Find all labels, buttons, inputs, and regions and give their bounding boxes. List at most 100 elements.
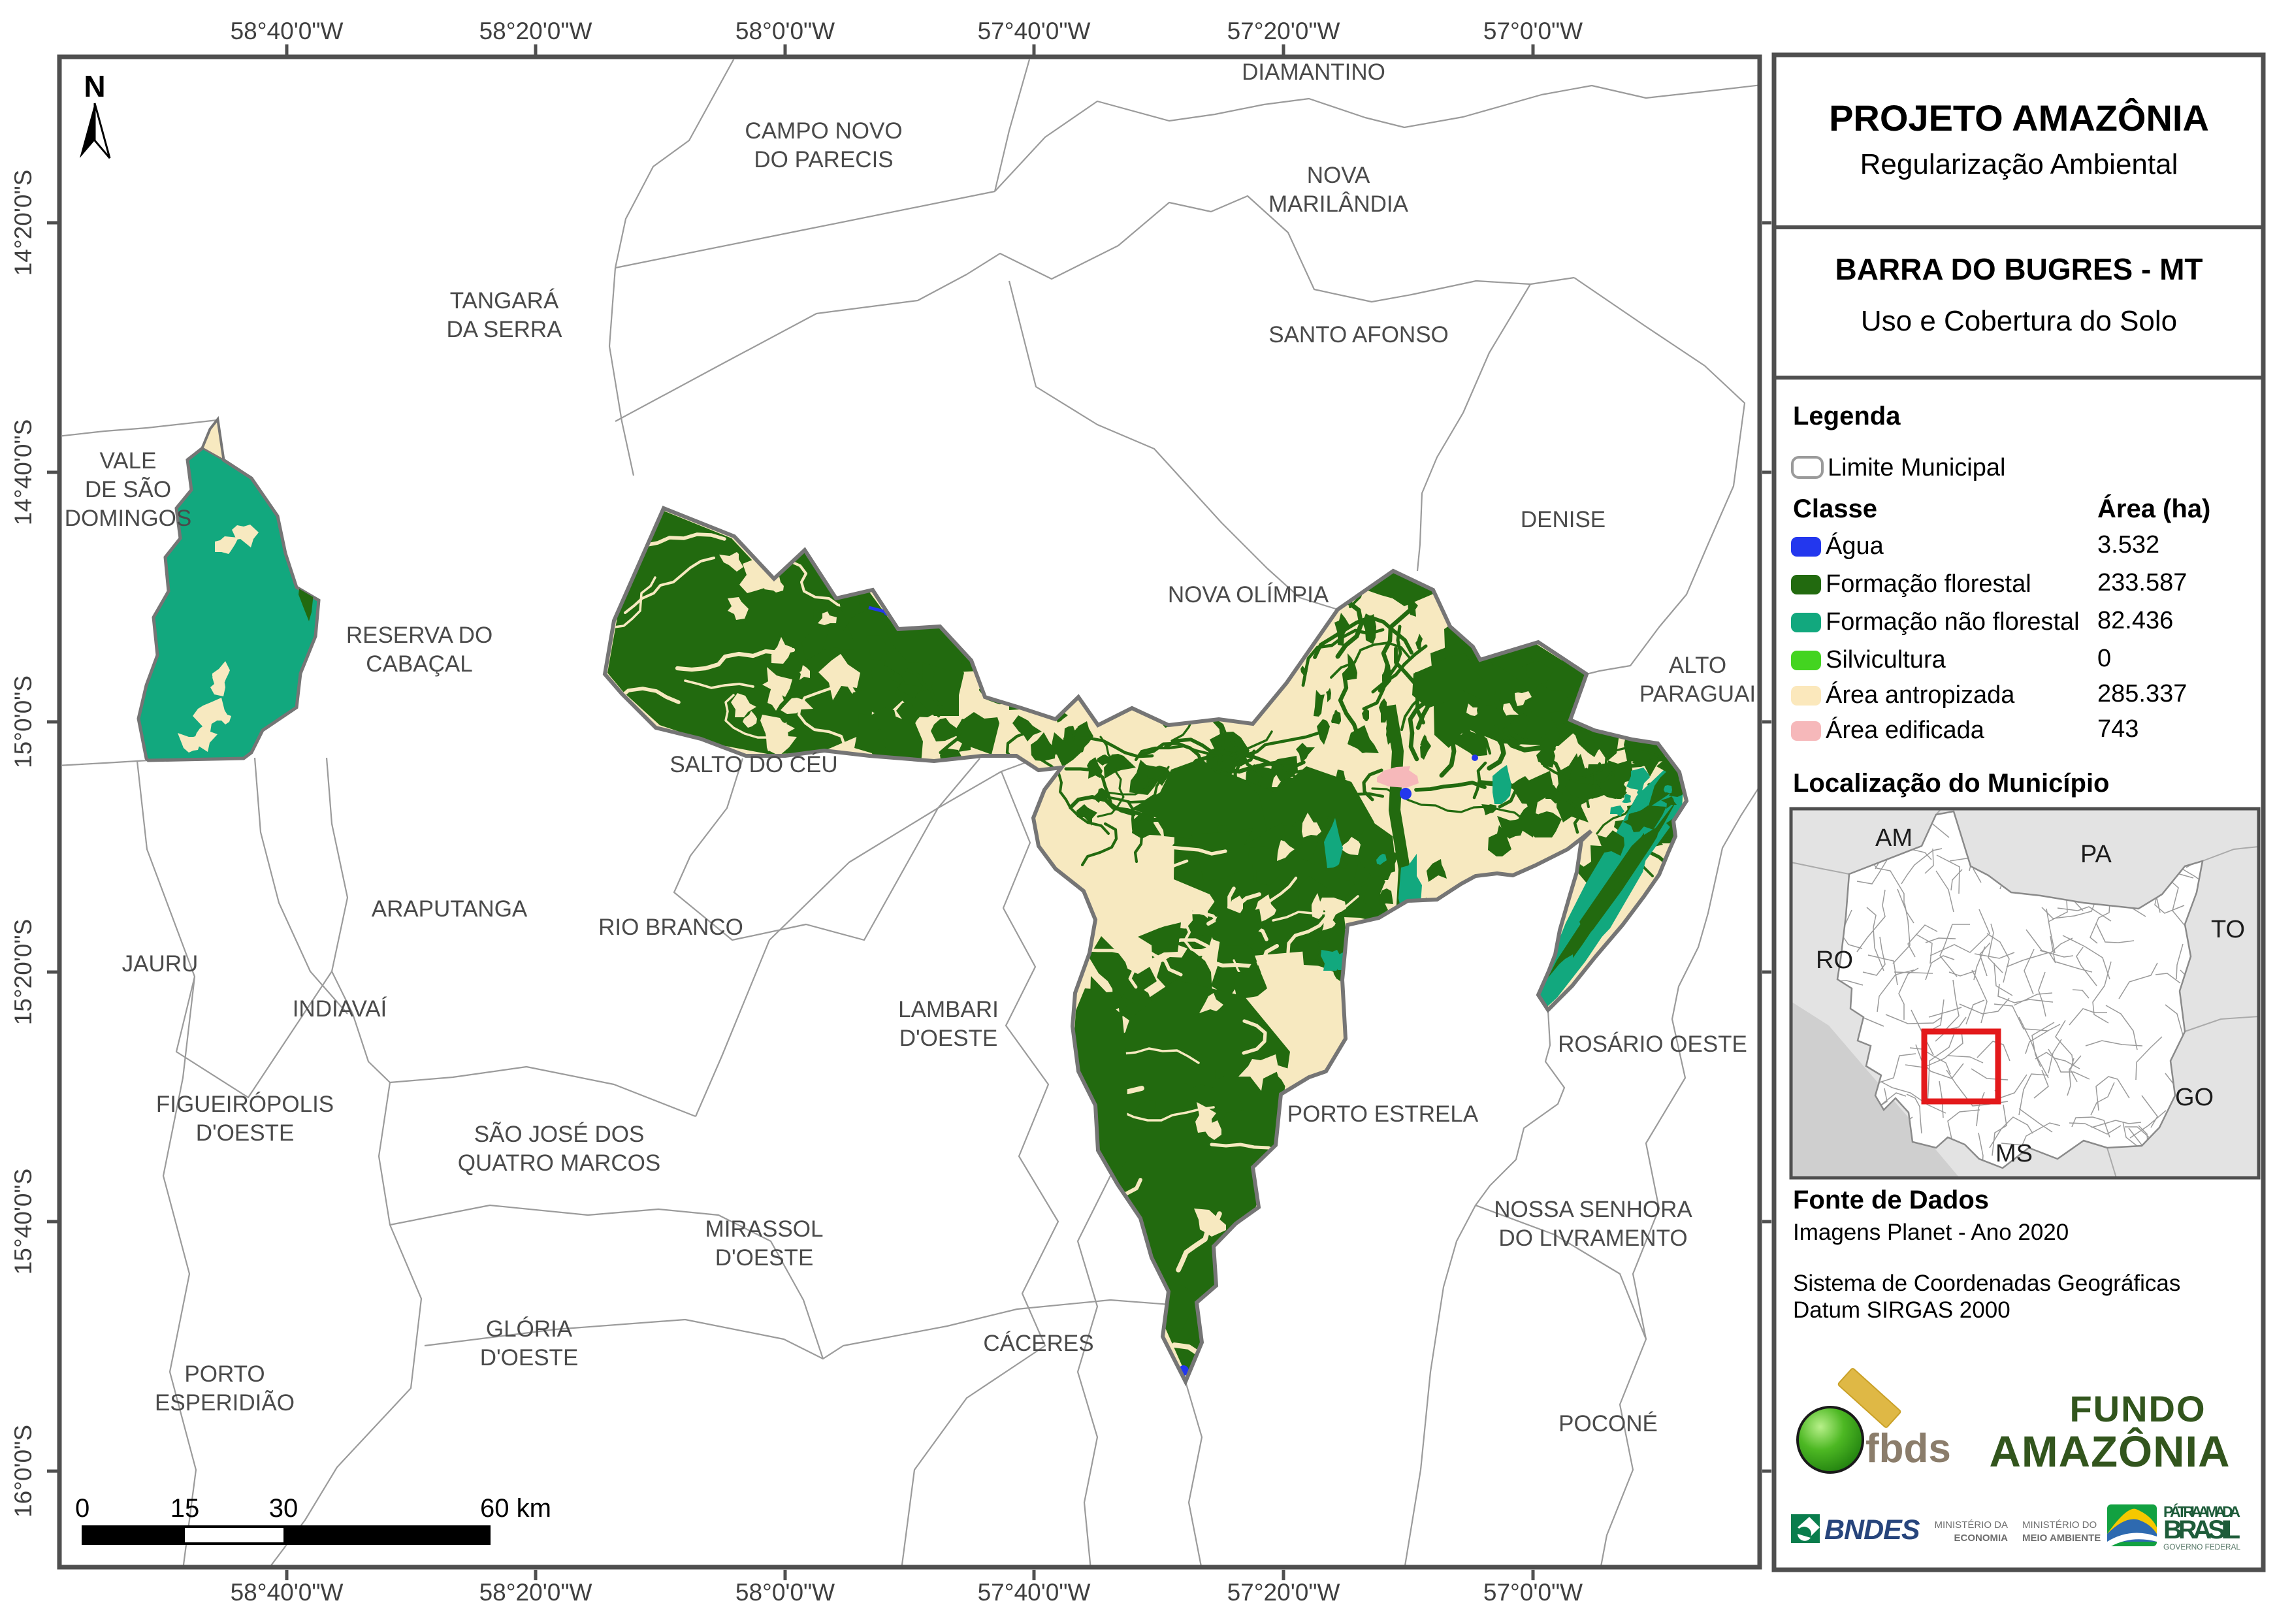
svg-text:0: 0 bbox=[75, 1494, 89, 1523]
svg-text:743: 743 bbox=[2097, 715, 2139, 743]
svg-text:Formação florestal: Formação florestal bbox=[1826, 570, 2031, 598]
svg-text:PORTO ESTRELA: PORTO ESTRELA bbox=[1287, 1101, 1479, 1127]
svg-text:DO PARECIS: DO PARECIS bbox=[754, 147, 893, 172]
svg-text:285.337: 285.337 bbox=[2097, 680, 2187, 707]
svg-text:FUNDO: FUNDO bbox=[2069, 1388, 2206, 1429]
svg-text:ESPERIDIÃO: ESPERIDIÃO bbox=[155, 1390, 295, 1416]
svg-text:RESERVA DO: RESERVA DO bbox=[346, 623, 492, 648]
svg-text:3.532: 3.532 bbox=[2097, 531, 2159, 559]
svg-text:Sistema de Coordenadas Geográf: Sistema de Coordenadas Geográficas bbox=[1793, 1271, 2180, 1296]
svg-text:15°20'0"S: 15°20'0"S bbox=[10, 919, 37, 1026]
svg-text:58°0'0"W: 58°0'0"W bbox=[735, 1579, 835, 1606]
svg-text:DENISE: DENISE bbox=[1521, 507, 1606, 532]
svg-text:GOVERNO FEDERAL: GOVERNO FEDERAL bbox=[2163, 1542, 2240, 1551]
svg-text:15: 15 bbox=[170, 1494, 200, 1523]
svg-text:FIGUEIRÓPOLIS: FIGUEIRÓPOLIS bbox=[156, 1092, 334, 1117]
svg-text:RO: RO bbox=[1816, 947, 1853, 974]
svg-text:PORTO: PORTO bbox=[184, 1361, 265, 1387]
svg-text:58°40'0"W: 58°40'0"W bbox=[231, 1579, 344, 1606]
svg-text:Fonte de Dados: Fonte de Dados bbox=[1793, 1186, 1989, 1214]
svg-text:CABAÇAL: CABAÇAL bbox=[366, 651, 472, 677]
svg-text:233.587: 233.587 bbox=[2097, 569, 2187, 596]
svg-text:Água: Água bbox=[1826, 532, 1884, 560]
svg-text:ALTO: ALTO bbox=[1669, 653, 1726, 678]
svg-text:NOVA OLÍMPIA: NOVA OLÍMPIA bbox=[1168, 582, 1329, 608]
svg-text:GLÓRIA: GLÓRIA bbox=[486, 1316, 573, 1342]
svg-text:BNDES: BNDES bbox=[1824, 1514, 1920, 1546]
svg-text:TANGARÁ: TANGARÁ bbox=[450, 288, 559, 314]
svg-text:POCONÉ: POCONÉ bbox=[1558, 1411, 1658, 1437]
svg-text:Área edificada: Área edificada bbox=[1826, 716, 1985, 744]
svg-text:MARILÂNDIA: MARILÂNDIA bbox=[1268, 191, 1409, 217]
svg-text:CÁCERES: CÁCERES bbox=[983, 1331, 1093, 1356]
svg-text:SALTO DO CÉU: SALTO DO CÉU bbox=[670, 752, 837, 777]
svg-text:57°0'0"W: 57°0'0"W bbox=[1483, 18, 1583, 44]
svg-text:JAURU: JAURU bbox=[122, 951, 199, 977]
svg-text:MEIO AMBIENTE: MEIO AMBIENTE bbox=[2022, 1533, 2101, 1544]
svg-text:ARAPUTANGA: ARAPUTANGA bbox=[372, 896, 528, 922]
svg-text:TO: TO bbox=[2211, 916, 2245, 943]
svg-text:INDIAVAÍ: INDIAVAÍ bbox=[293, 996, 387, 1022]
svg-text:DOMINGOS: DOMINGOS bbox=[65, 506, 191, 531]
svg-text:58°20'0"W: 58°20'0"W bbox=[479, 18, 592, 44]
svg-text:Área (ha): Área (ha) bbox=[2097, 494, 2210, 523]
svg-text:15°0'0"S: 15°0'0"S bbox=[10, 675, 37, 768]
svg-text:PARAGUAI: PARAGUAI bbox=[1639, 681, 1756, 707]
svg-text:57°0'0"W: 57°0'0"W bbox=[1483, 1579, 1583, 1606]
svg-text:0: 0 bbox=[2097, 645, 2111, 672]
svg-text:Datum SIRGAS 2000: Datum SIRGAS 2000 bbox=[1793, 1297, 2010, 1323]
svg-text:57°40'0"W: 57°40'0"W bbox=[978, 1579, 1091, 1606]
svg-text:GO: GO bbox=[2175, 1084, 2214, 1111]
svg-text:14°20'0"S: 14°20'0"S bbox=[10, 170, 37, 276]
svg-text:57°40'0"W: 57°40'0"W bbox=[978, 18, 1091, 44]
svg-text:D'OESTE: D'OESTE bbox=[899, 1026, 998, 1051]
svg-text:57°20'0"W: 57°20'0"W bbox=[1227, 1579, 1340, 1606]
svg-text:Limite Municipal: Limite Municipal bbox=[1828, 454, 2005, 481]
svg-text:MS: MS bbox=[1995, 1140, 2033, 1167]
svg-text:15°40'0"S: 15°40'0"S bbox=[10, 1169, 37, 1275]
svg-text:PROJETO AMAZÔNIA: PROJETO AMAZÔNIA bbox=[1829, 97, 2209, 138]
svg-text:D'OESTE: D'OESTE bbox=[480, 1345, 579, 1371]
svg-text:Imagens Planet - Ano 2020: Imagens Planet - Ano 2020 bbox=[1793, 1220, 2069, 1245]
svg-text:Uso e Cobertura do Solo: Uso e Cobertura do Solo bbox=[1861, 305, 2177, 337]
svg-text:Classe: Classe bbox=[1793, 495, 1877, 523]
svg-text:58°0'0"W: 58°0'0"W bbox=[735, 18, 835, 44]
svg-text:Formação não florestal: Formação não florestal bbox=[1826, 608, 2080, 636]
svg-text:RIO BRANCO: RIO BRANCO bbox=[598, 915, 743, 940]
svg-text:14°40'0"S: 14°40'0"S bbox=[10, 419, 37, 526]
svg-text:Silvicultura: Silvicultura bbox=[1826, 646, 1946, 674]
svg-text:SÃO JOSÉ DOS: SÃO JOSÉ DOS bbox=[474, 1122, 645, 1147]
svg-text:AMAZÔNIA: AMAZÔNIA bbox=[1989, 1427, 2230, 1476]
svg-text:AM: AM bbox=[1875, 824, 1913, 852]
svg-text:Regularização Ambiental: Regularização Ambiental bbox=[1860, 148, 2178, 180]
svg-text:DE SÃO: DE SÃO bbox=[85, 477, 171, 502]
svg-text:Localização do Município: Localização do Município bbox=[1793, 769, 2110, 798]
svg-text:16°0'0"S: 16°0'0"S bbox=[10, 1425, 37, 1518]
svg-text:BRASIL: BRASIL bbox=[2163, 1516, 2240, 1544]
svg-text:ECONOMIA: ECONOMIA bbox=[1954, 1533, 2009, 1544]
svg-text:D'OESTE: D'OESTE bbox=[196, 1120, 295, 1146]
svg-text:DA SERRA: DA SERRA bbox=[447, 317, 563, 342]
svg-text:BARRA DO BUGRES - MT: BARRA DO BUGRES - MT bbox=[1835, 252, 2203, 286]
svg-text:PA: PA bbox=[2080, 841, 2112, 868]
svg-text:82.436: 82.436 bbox=[2097, 607, 2173, 634]
svg-text:fbds: fbds bbox=[1865, 1426, 1951, 1471]
svg-text:N: N bbox=[84, 69, 105, 103]
svg-text:VALE: VALE bbox=[100, 448, 157, 474]
svg-text:MINISTÉRIO DO: MINISTÉRIO DO bbox=[2022, 1519, 2097, 1531]
svg-text:SANTO AFONSO: SANTO AFONSO bbox=[1268, 322, 1449, 348]
svg-text:D'OESTE: D'OESTE bbox=[715, 1245, 814, 1271]
svg-text:ROSÁRIO OESTE: ROSÁRIO OESTE bbox=[1558, 1031, 1747, 1057]
svg-text:DIAMANTINO: DIAMANTINO bbox=[1242, 59, 1385, 85]
svg-text:Legenda: Legenda bbox=[1793, 402, 1901, 430]
svg-text:NOVA: NOVA bbox=[1307, 163, 1370, 188]
svg-text:30: 30 bbox=[269, 1494, 299, 1523]
svg-text:PÁTRIA AMADA: PÁTRIA AMADA bbox=[2163, 1502, 2240, 1520]
svg-text:MINISTÉRIO DA: MINISTÉRIO DA bbox=[1934, 1519, 2008, 1531]
svg-text:NOSSA SENHORA: NOSSA SENHORA bbox=[1494, 1197, 1692, 1222]
svg-text:60 km: 60 km bbox=[480, 1494, 551, 1523]
svg-text:LAMBARI: LAMBARI bbox=[898, 997, 999, 1022]
svg-text:57°20'0"W: 57°20'0"W bbox=[1227, 18, 1340, 44]
svg-text:MIRASSOL: MIRASSOL bbox=[705, 1216, 824, 1242]
svg-text:Área antropizada: Área antropizada bbox=[1826, 681, 2015, 709]
